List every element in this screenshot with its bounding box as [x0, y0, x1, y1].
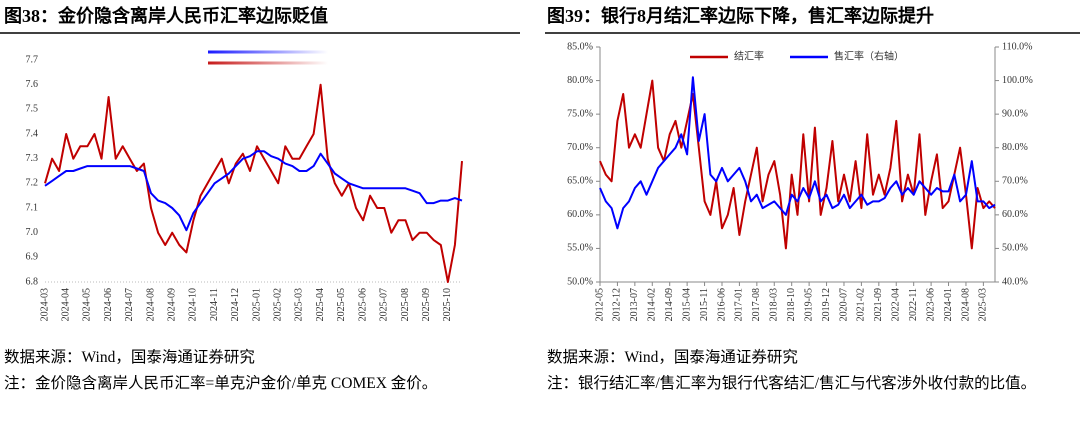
y-tick-label: 80.0% [567, 75, 593, 86]
x-tick-label: 2024-09 [167, 288, 178, 321]
y2-tick-label: 90.0% [1002, 108, 1028, 119]
series-line [44, 83, 463, 283]
x-tick-label: 2025-07 [379, 288, 390, 321]
y-tick-label: 75.0% [567, 108, 593, 119]
chart-title: 图38：金价隐含离岸人民币汇率边际贬值 [4, 5, 328, 26]
x-tick-label: 2014-09 [664, 288, 675, 321]
x-tick-label: 2022-11 [908, 288, 919, 321]
series-line [599, 79, 996, 250]
x-tick-label: 2025-05 [336, 288, 347, 321]
x-tick-label: 2025-02 [273, 288, 284, 321]
x-tick-label: 2025-04 [315, 288, 326, 321]
y-tick-label: 55.0% [567, 243, 593, 254]
x-tick-label: 2025-09 [421, 288, 432, 321]
x-tick-label: 2018-03 [769, 288, 780, 321]
y-tick-label: 7.0 [26, 227, 39, 238]
y-tick-label: 7.7 [26, 54, 39, 65]
series-line [44, 150, 463, 232]
y-tick-label: 85.0% [567, 41, 593, 52]
x-tick-label: 2019-12 [821, 288, 832, 321]
source: 数据来源：Wind，国泰海通证券研究 [4, 349, 255, 366]
x-tick-label: 2020-07 [838, 288, 849, 321]
y-tick-label: 7.5 [26, 104, 39, 115]
x-tick-label: 2025-03 [978, 288, 989, 321]
legend-swatch [208, 50, 328, 54]
x-tick-label: 2017-01 [734, 288, 745, 321]
y-tick-label: 7.2 [26, 178, 39, 189]
y2-tick-label: 60.0% [1002, 209, 1028, 220]
x-tick-label: 2024-03 [39, 288, 50, 321]
series-line [599, 76, 996, 230]
y2-tick-label: 70.0% [1002, 176, 1028, 187]
x-tick-label: 2012-12 [612, 288, 623, 321]
y-tick-label: 7.6 [26, 79, 39, 90]
x-tick-label: 2025-03 [294, 288, 305, 321]
y2-tick-label: 40.0% [1002, 276, 1028, 287]
x-tick-label: 2018-10 [786, 288, 797, 321]
y2-tick-label: 100.0% [1002, 75, 1033, 86]
x-tick-label: 2024-10 [188, 288, 199, 321]
y-tick-label: 7.4 [26, 128, 39, 139]
x-tick-label: 2021-02 [856, 288, 867, 321]
x-tick-label: 2024-06 [103, 288, 114, 321]
legend-label: 结汇率 [734, 49, 764, 62]
x-tick-label: 2012-05 [594, 288, 605, 321]
x-tick-label: 2024-12 [230, 288, 241, 321]
x-tick-label: 2014-02 [647, 288, 658, 321]
x-tick-label: 2015-11 [699, 288, 710, 321]
note: 注：金价隐含离岸人民币汇率=单克沪金价/单克 COMEX 金价。 [4, 375, 438, 392]
y-tick-label: 6.9 [26, 252, 39, 263]
legend-label: 售汇率（右轴） [834, 49, 904, 62]
x-tick-label: 2024-05 [82, 288, 93, 321]
x-tick-label: 2023-06 [925, 288, 936, 321]
x-tick-label: 2021-09 [873, 288, 884, 321]
y-tick-label: 50.0% [567, 276, 593, 287]
note: 注：银行结汇率/售汇率为银行代客结汇/售汇与代客涉外收付款的比值。 [547, 375, 1037, 392]
x-tick-label: 2025-06 [357, 288, 368, 321]
y-tick-label: 60.0% [567, 209, 593, 220]
x-tick-label: 2024-11 [209, 288, 220, 321]
x-tick-label: 2025-01 [251, 288, 262, 321]
legend-swatch [208, 61, 328, 65]
x-tick-label: 2025-08 [400, 288, 411, 321]
y2-tick-label: 50.0% [1002, 243, 1028, 254]
source: 数据来源：Wind，国泰海通证券研究 [547, 349, 798, 366]
x-tick-label: 2024-04 [61, 288, 72, 321]
y-tick-label: 7.3 [26, 153, 39, 164]
x-tick-label: 2024-08 [960, 288, 971, 321]
x-tick-label: 2015-04 [681, 288, 692, 321]
x-tick-label: 2019-05 [803, 288, 814, 321]
y2-tick-label: 80.0% [1002, 142, 1028, 153]
y2-tick-label: 110.0% [1002, 41, 1032, 52]
y-tick-label: 70.0% [567, 142, 593, 153]
x-tick-label: 2024-08 [145, 288, 156, 321]
y-tick-label: 6.8 [26, 276, 39, 287]
x-tick-label: 2017-08 [751, 288, 762, 321]
x-tick-label: 2013-07 [629, 288, 640, 321]
x-tick-label: 2022-04 [891, 288, 902, 321]
x-tick-label: 2016-06 [716, 288, 727, 321]
x-tick-label: 2024-01 [943, 288, 954, 321]
y-tick-label: 7.1 [26, 202, 39, 213]
chart-title: 图39：银行8月结汇率边际下降，售汇率边际提升 [547, 5, 934, 26]
x-tick-label: 2025-10 [442, 288, 453, 321]
y-tick-label: 65.0% [567, 176, 593, 187]
x-tick-label: 2024-07 [124, 288, 135, 321]
